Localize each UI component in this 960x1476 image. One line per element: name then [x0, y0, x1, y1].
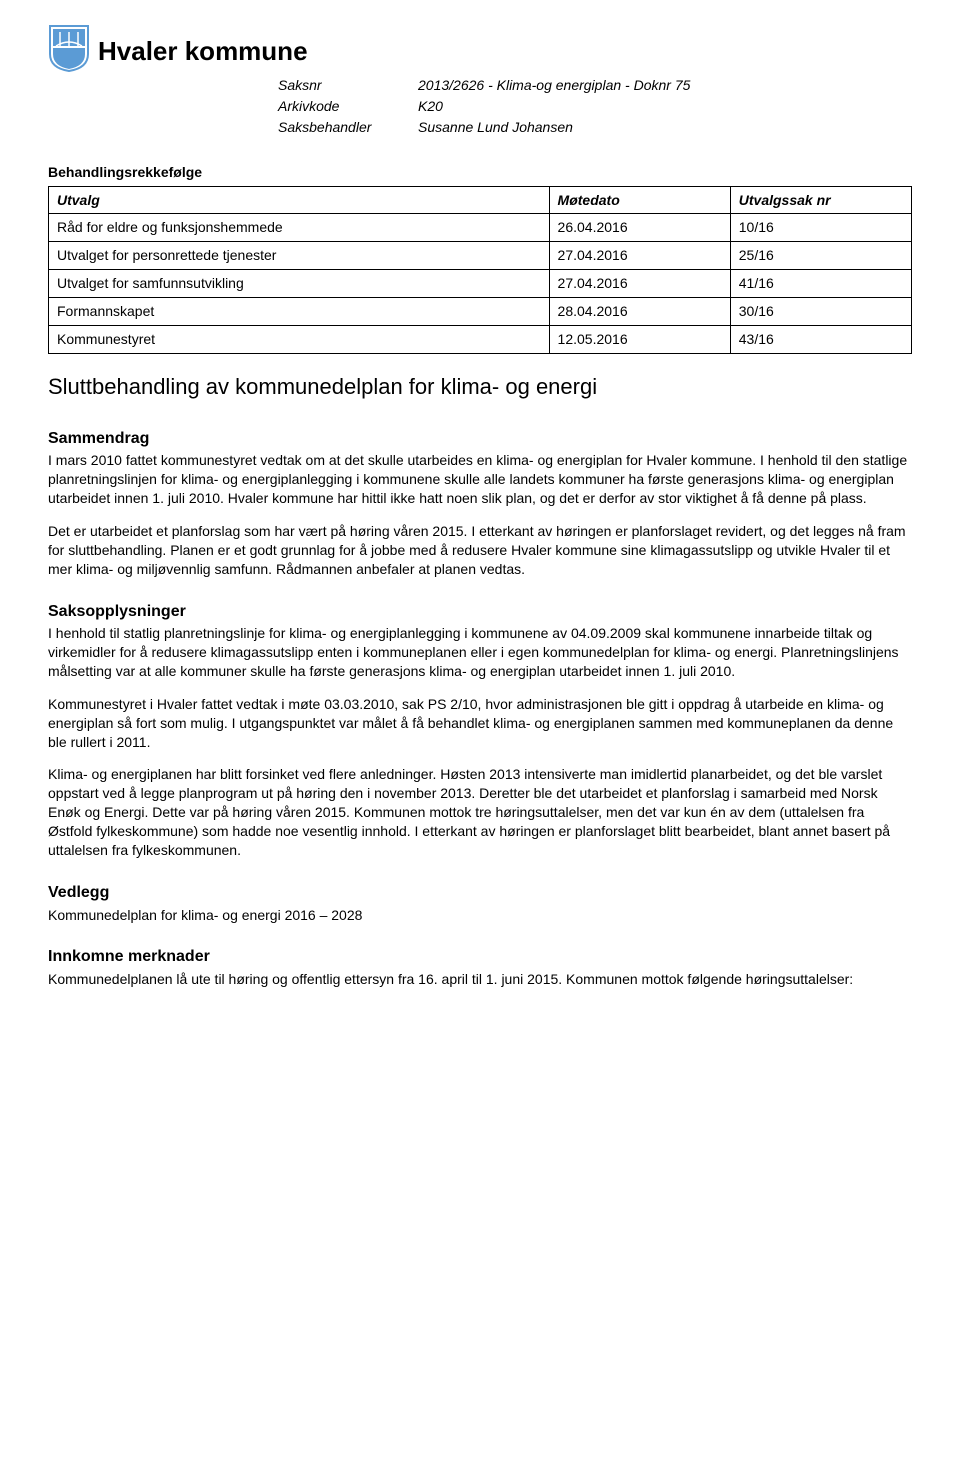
table-cell: 28.04.2016 — [549, 298, 730, 326]
table-cell: Utvalget for samfunnsutvikling — [49, 270, 550, 298]
sammendrag-p1: I mars 2010 fattet kommunestyret vedtak … — [48, 451, 912, 508]
table-cell: 43/16 — [730, 326, 911, 354]
saksbehandler-label: Saksbehandler — [278, 118, 418, 137]
document-title: Sluttbehandling av kommunedelplan for kl… — [48, 372, 912, 402]
table-cell: Råd for eldre og funksjonshemmede — [49, 214, 550, 242]
municipality-logo — [48, 24, 90, 72]
table-header-row: Utvalg Møtedato Utvalgssak nr — [49, 186, 912, 214]
vedlegg-p1: Kommunedelplan for klima- og energi 2016… — [48, 906, 912, 925]
behandling-caption: Behandlingsrekkefølge — [48, 163, 912, 182]
table-cell: Kommunestyret — [49, 326, 550, 354]
col-utvalgssak: Utvalgssak nr — [730, 186, 911, 214]
saksopplysninger-p2: Kommunestyret i Hvaler fattet vedtak i m… — [48, 695, 912, 752]
innkomne-heading: Innkomne merknader — [48, 946, 912, 968]
innkomne-p1: Kommunedelplanen lå ute til høring og of… — [48, 970, 912, 989]
saksopplysninger-p1: I henhold til statlig planretningslinje … — [48, 624, 912, 681]
case-metadata: Saksnr 2013/2626 - Klima-og energiplan -… — [278, 76, 912, 137]
table-cell: Formannskapet — [49, 298, 550, 326]
arkivkode-label: Arkivkode — [278, 97, 418, 116]
behandling-table: Utvalg Møtedato Utvalgssak nr Råd for el… — [48, 186, 912, 354]
col-utvalg: Utvalg — [49, 186, 550, 214]
table-cell: 41/16 — [730, 270, 911, 298]
sammendrag-heading: Sammendrag — [48, 428, 912, 450]
table-cell: 25/16 — [730, 242, 911, 270]
saksopplysninger-p3: Klima- og energiplanen har blitt forsink… — [48, 765, 912, 859]
document-header: Hvaler kommune — [48, 24, 912, 72]
saksbehandler-value: Susanne Lund Johansen — [418, 118, 573, 137]
col-motedato: Møtedato — [549, 186, 730, 214]
table-row: Formannskapet28.04.201630/16 — [49, 298, 912, 326]
behandling-tbody: Råd for eldre og funksjonshemmede26.04.2… — [49, 214, 912, 353]
saksopplysninger-heading: Saksopplysninger — [48, 601, 912, 623]
table-cell: Utvalget for personrettede tjenester — [49, 242, 550, 270]
vedlegg-heading: Vedlegg — [48, 882, 912, 904]
saksnr-value: 2013/2626 - Klima-og energiplan - Doknr … — [418, 76, 690, 95]
table-cell: 30/16 — [730, 298, 911, 326]
table-row: Kommunestyret12.05.201643/16 — [49, 326, 912, 354]
table-cell: 27.04.2016 — [549, 242, 730, 270]
table-row: Utvalget for personrettede tjenester27.0… — [49, 242, 912, 270]
arkivkode-value: K20 — [418, 97, 443, 116]
table-row: Utvalget for samfunnsutvikling27.04.2016… — [49, 270, 912, 298]
saksnr-label: Saksnr — [278, 76, 418, 95]
table-cell: 12.05.2016 — [549, 326, 730, 354]
table-cell: 10/16 — [730, 214, 911, 242]
table-cell: 27.04.2016 — [549, 270, 730, 298]
sammendrag-p2: Det er utarbeidet et planforslag som har… — [48, 522, 912, 579]
table-cell: 26.04.2016 — [549, 214, 730, 242]
org-name: Hvaler kommune — [98, 34, 308, 69]
table-row: Råd for eldre og funksjonshemmede26.04.2… — [49, 214, 912, 242]
